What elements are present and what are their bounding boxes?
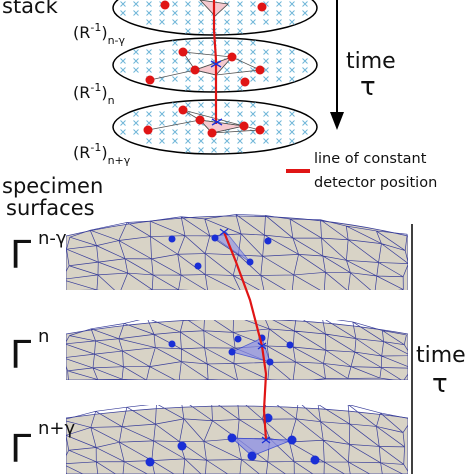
red-node (255, 125, 265, 135)
surface-next (66, 405, 408, 474)
legend-text-1: line of constant (314, 151, 427, 167)
trajectory-markers (219, 228, 271, 444)
specimen-label-1: specimen (2, 174, 103, 198)
surface-current (66, 320, 408, 380)
svg-text:Γ: Γ (10, 233, 31, 277)
legend: line of constant detector position (286, 151, 437, 191)
recon-label-next: (R-1)n+γ (73, 141, 131, 167)
svg-text:τ: τ (360, 72, 376, 102)
red-node (239, 121, 249, 131)
red-node (160, 0, 170, 10)
svg-text:n-γ: n-γ (38, 228, 67, 249)
red-node (145, 75, 155, 85)
red-node (143, 125, 153, 135)
svg-text:time: time (416, 343, 466, 368)
legend-text-2: detector position (314, 175, 437, 191)
time-arrow-top: time τ (330, 0, 396, 130)
blue-nodes (145, 413, 320, 467)
red-node (227, 52, 237, 62)
stack-layer-next (112, 99, 318, 155)
svg-text:Γ: Γ (10, 333, 31, 377)
svg-text:n+γ: n+γ (38, 418, 75, 439)
svg-text:(R-1)n+γ: (R-1)n+γ (73, 141, 131, 167)
svg-text:(R-1)n: (R-1)n (73, 81, 115, 107)
recon-label-prev: (R-1)n-γ (73, 21, 126, 47)
surface-mesh (66, 405, 408, 474)
red-node (207, 128, 217, 138)
time-arrow-bottom: time τ (411, 224, 466, 474)
surface-mesh (66, 320, 408, 380)
blue-nodes (168, 234, 272, 270)
red-node (255, 65, 265, 75)
active-triangle (230, 437, 293, 457)
trajectory-markers (210, 60, 223, 126)
red-node (195, 115, 205, 125)
specimen-label-2: surfaces (6, 196, 95, 220)
red-node (190, 65, 200, 75)
reconstruction-stack (112, 0, 318, 155)
svg-text:(R-1)n-γ: (R-1)n-γ (73, 21, 126, 47)
svg-text:time: time (346, 49, 396, 74)
svg-text:τ: τ (432, 369, 448, 399)
svg-text:Γ: Γ (10, 427, 31, 471)
gamma-label-prev: Γ n-γ (10, 228, 67, 277)
detector-crosses (120, 40, 308, 91)
recon-label-cur: (R-1)n (73, 81, 115, 107)
red-node (178, 105, 188, 115)
red-node (257, 2, 267, 12)
surface-prev (66, 214, 408, 290)
red-node (240, 77, 250, 87)
stack-label: stack (2, 0, 59, 18)
svg-text:n: n (38, 326, 49, 347)
red-node (178, 47, 188, 57)
gamma-label-cur: Γ n (10, 326, 49, 377)
detector-trajectory-stack (212, 0, 218, 124)
gamma-label-next: Γ n+γ (10, 418, 75, 471)
